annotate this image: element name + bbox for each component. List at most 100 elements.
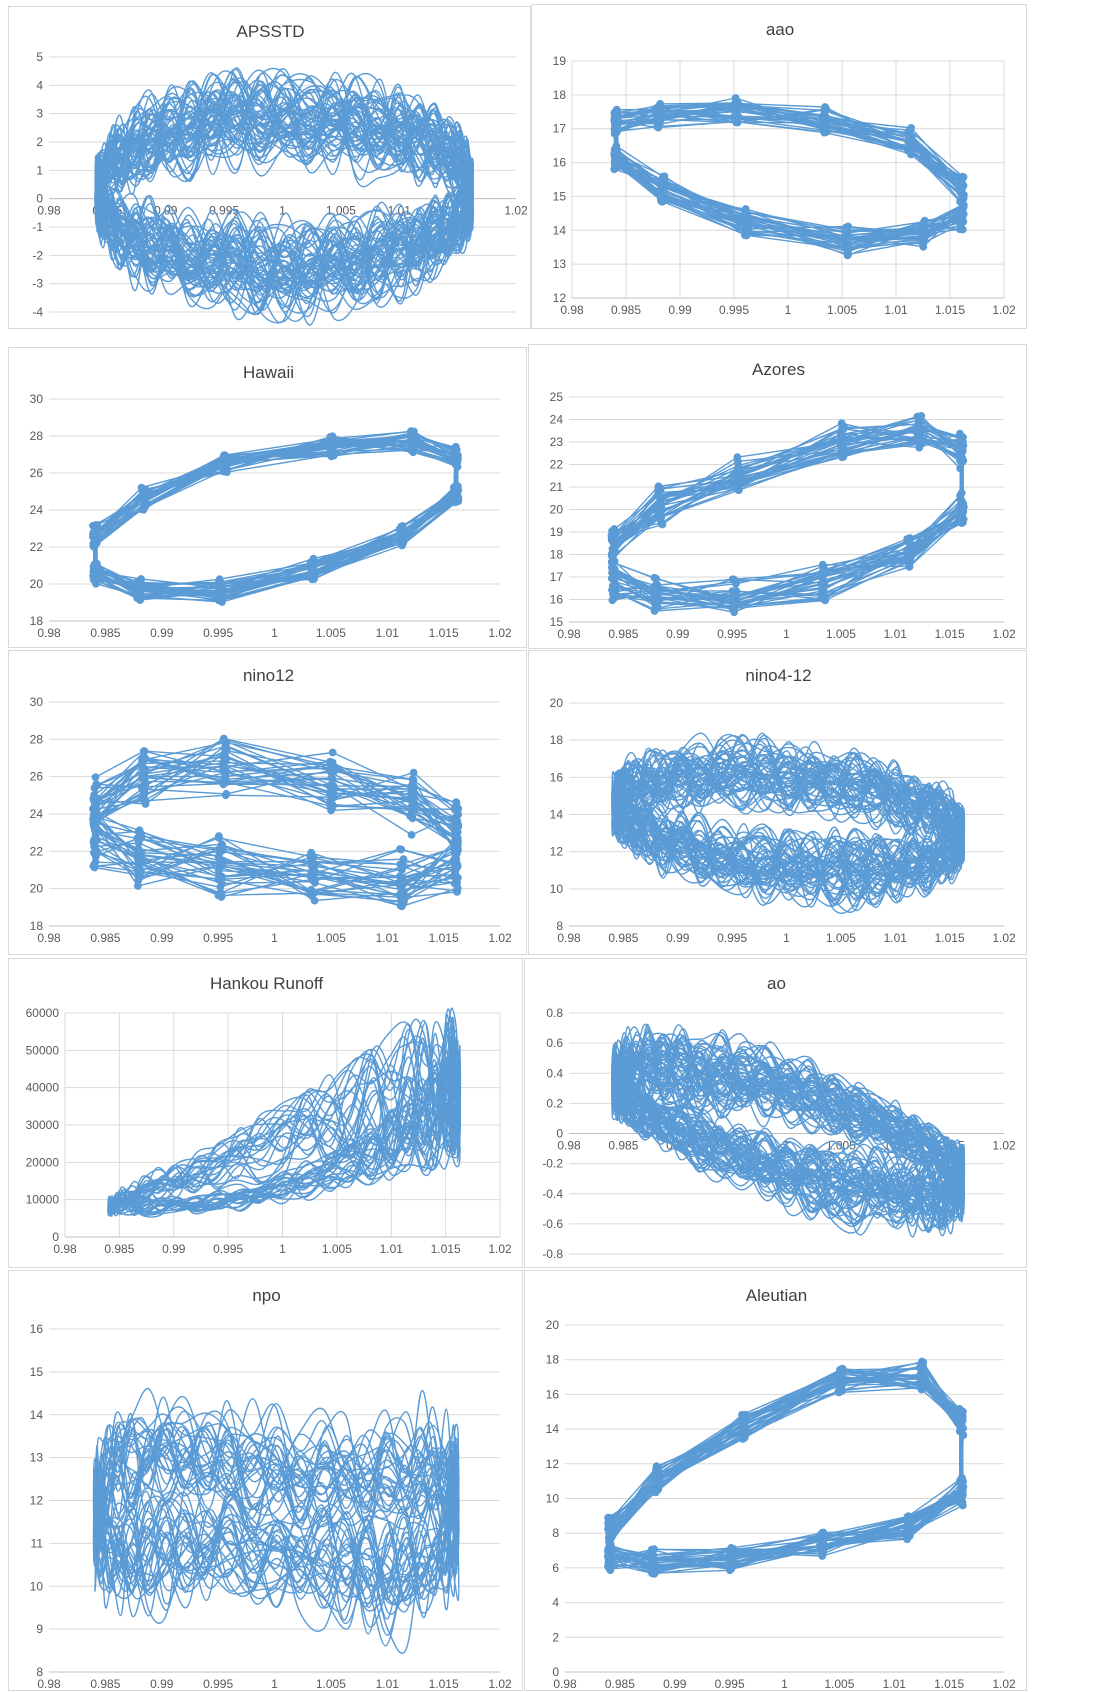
x-tick-label: 1.02 <box>488 1242 512 1256</box>
y-tick-label: 16 <box>553 156 567 170</box>
chart-svg-aleutian: Aleutian 0 2 4 6 8 10 12 14 16 18 20 0.98 0.985 0.99 0.… <box>546 1286 1016 1691</box>
data-point <box>907 124 916 132</box>
x-tick-label: 1.015 <box>935 627 965 641</box>
data-point <box>743 212 752 221</box>
y-tick-label: 2 <box>36 135 43 149</box>
data-point <box>905 534 914 542</box>
y-tick-label: 12 <box>30 1494 44 1508</box>
data-point <box>408 775 417 784</box>
chart-title: APSSTD <box>236 22 304 41</box>
x-tick-label: 1.01 <box>884 931 908 945</box>
series-line <box>612 762 965 913</box>
series-line <box>92 432 458 599</box>
data-point <box>656 496 665 505</box>
x-tick-label: 1.015 <box>934 1677 964 1691</box>
x-tick-label: 0.99 <box>162 1242 186 1256</box>
chart-title: npo <box>252 1286 280 1305</box>
data-point <box>222 452 231 461</box>
series-nino12 <box>89 734 463 911</box>
x-tick-label: 0.995 <box>717 931 747 945</box>
data-point <box>959 1407 967 1416</box>
series-line <box>93 1390 460 1655</box>
y-tick-label: 40000 <box>26 1081 60 1095</box>
data-point <box>140 777 149 786</box>
x-tick-label: 1.02 <box>992 303 1016 317</box>
data-point <box>650 592 659 601</box>
data-point <box>329 434 338 443</box>
data-point <box>732 579 740 588</box>
x-tick-label: 0.985 <box>608 1139 638 1153</box>
y-tick-label: -4 <box>32 305 43 319</box>
data-point <box>216 578 225 587</box>
data-point <box>396 902 405 910</box>
y-tick-label: 30 <box>30 392 44 406</box>
y-tick-label: 17 <box>553 122 567 136</box>
data-point <box>214 853 223 862</box>
data-point <box>328 442 337 451</box>
data-point <box>956 221 965 230</box>
data-point <box>139 503 148 512</box>
data-point <box>326 802 335 811</box>
data-point <box>916 416 924 424</box>
data-point <box>838 430 846 439</box>
x-tick-label: 0.98 <box>37 626 61 640</box>
data-point <box>914 434 923 443</box>
series-hankou-runoff <box>107 1007 462 1218</box>
series-line <box>92 435 459 598</box>
y-tick-label: 16 <box>30 1322 44 1336</box>
chart-panel-ao: ao -0.8 -0.6 -0.4 -0.2 0 0.2 0.4 0.6 0.8 0.98 0.985… <box>524 958 1027 1268</box>
y-tick-label: 14 <box>546 1422 560 1436</box>
y-tick-label: 12 <box>550 845 564 859</box>
series-aleutian <box>603 1357 968 1578</box>
x-tick-label: 0.98 <box>557 1139 581 1153</box>
x-tick-label: 1.01 <box>884 627 908 641</box>
data-point <box>728 1561 736 1569</box>
y-tick-label: -3 <box>32 277 43 291</box>
y-tick-label: 8 <box>556 919 563 933</box>
x-tick-label: 1 <box>781 1677 788 1691</box>
x-tick-label: 0.985 <box>608 627 638 641</box>
series-band <box>615 111 963 242</box>
y-tick-label: -0.6 <box>542 1217 563 1231</box>
data-point <box>838 1365 846 1373</box>
data-point <box>328 748 337 757</box>
x-tick-label: 0.985 <box>611 303 641 317</box>
y-tick-label: 6 <box>552 1561 559 1575</box>
x-tick-label: 0.98 <box>553 1677 577 1691</box>
data-point <box>139 755 148 764</box>
y-tick-label: 14 <box>553 223 567 237</box>
data-point <box>215 832 223 840</box>
data-point <box>844 245 853 254</box>
y-tick-label: 1 <box>36 163 43 177</box>
data-point <box>220 736 229 745</box>
x-tick-label: 0.99 <box>150 931 174 945</box>
x-tick-label: 1.02 <box>504 204 528 218</box>
y-tick-label: 20 <box>550 503 564 517</box>
series-line <box>93 1424 458 1611</box>
x-tick-label: 0.99 <box>150 1677 174 1691</box>
x-tick-label: 1.02 <box>992 931 1016 945</box>
series-ao <box>611 1023 966 1238</box>
x-tick-label: 1.01 <box>883 1677 907 1691</box>
x-tick-label: 1.01 <box>380 1242 404 1256</box>
data-point <box>217 596 226 605</box>
data-point <box>409 804 418 813</box>
y-tick-label: 16 <box>550 593 564 607</box>
x-tick-label: 1 <box>271 931 278 945</box>
y-tick-label: 10 <box>30 1579 44 1593</box>
series-apsstd <box>94 67 475 326</box>
data-point <box>955 1478 964 1487</box>
y-tick-label: 18 <box>553 88 567 102</box>
data-point <box>409 792 418 801</box>
x-tick-label: 1.01 <box>884 303 908 317</box>
series-line <box>94 1421 460 1592</box>
y-tick-label: -1 <box>32 220 43 234</box>
data-point <box>397 537 406 545</box>
y-tick-label: 23 <box>550 435 564 449</box>
y-tick-label: 20 <box>550 696 564 710</box>
y-tick-label: 10000 <box>26 1193 60 1207</box>
x-tick-label: 0.99 <box>150 626 174 640</box>
data-point <box>731 592 740 600</box>
data-point <box>219 778 228 787</box>
data-point <box>454 821 463 829</box>
